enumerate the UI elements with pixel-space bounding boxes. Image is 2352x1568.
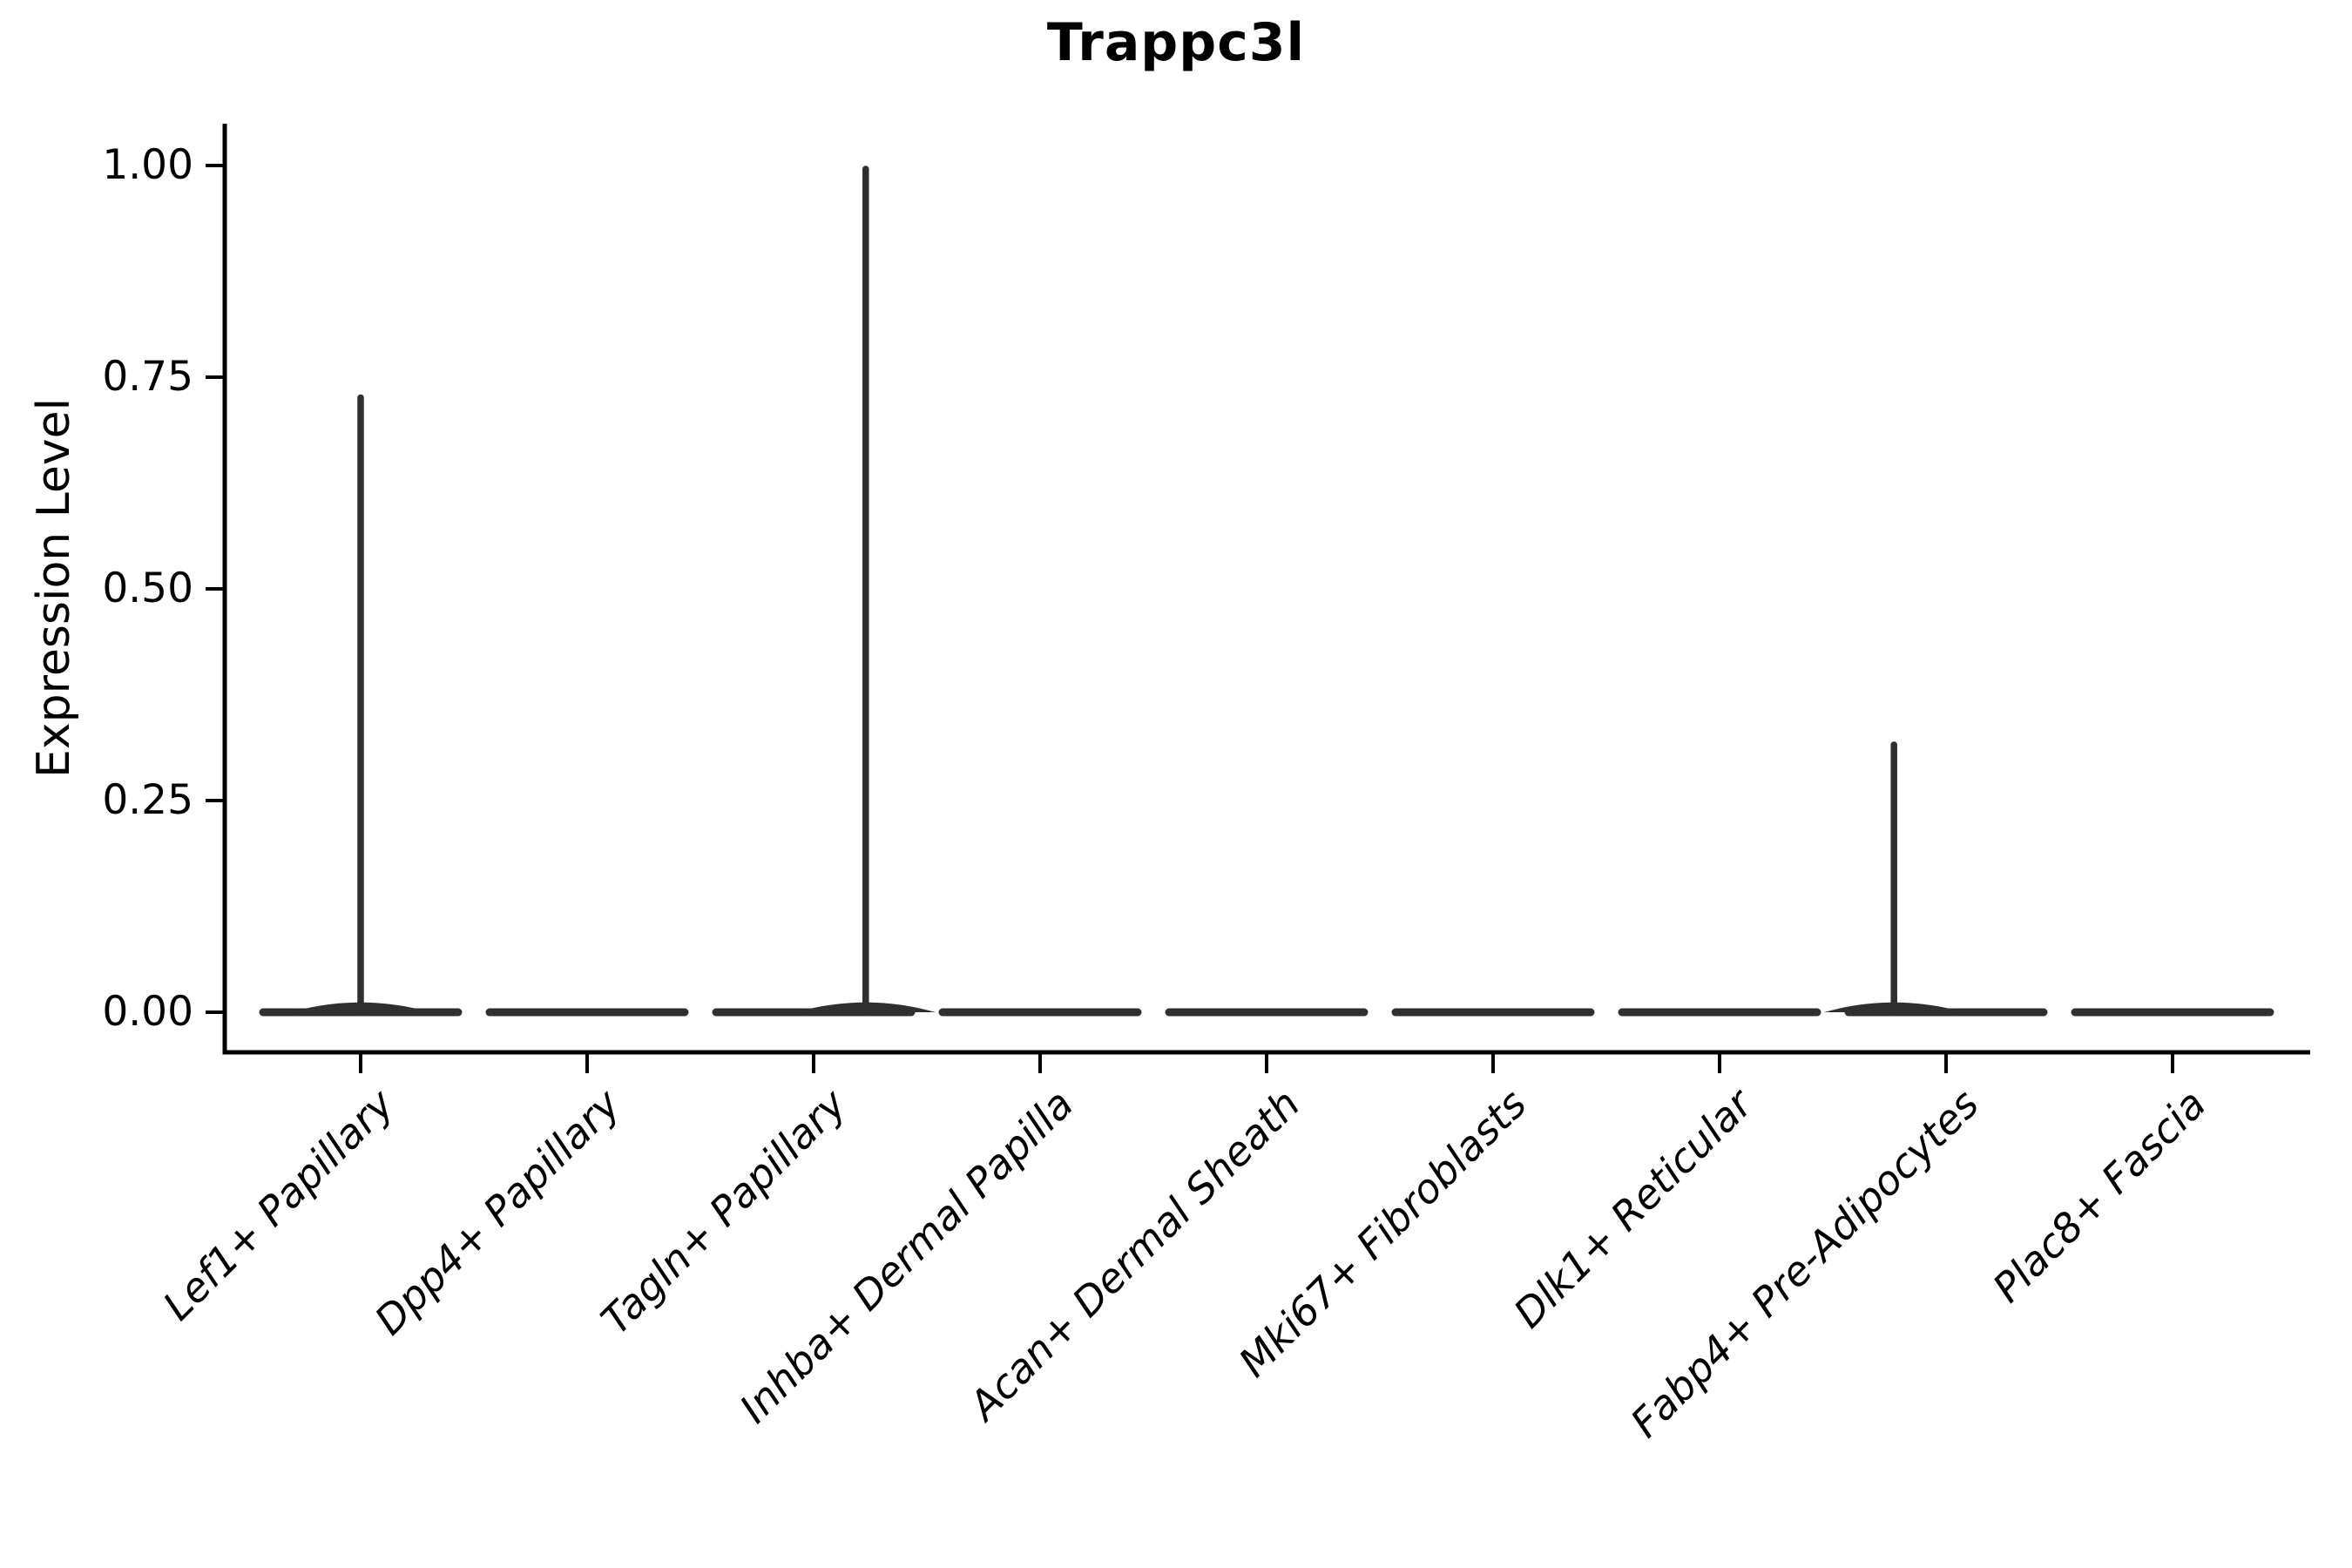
y-tick-label: 0.75	[102, 353, 193, 401]
y-tick-label: 1.00	[102, 141, 193, 189]
y-tick-label: 0.50	[102, 564, 193, 612]
y-tick-label: 0.00	[102, 988, 193, 1036]
y-tick-label: 0.25	[102, 776, 193, 824]
chart-title: Trappc3l	[1046, 12, 1306, 73]
